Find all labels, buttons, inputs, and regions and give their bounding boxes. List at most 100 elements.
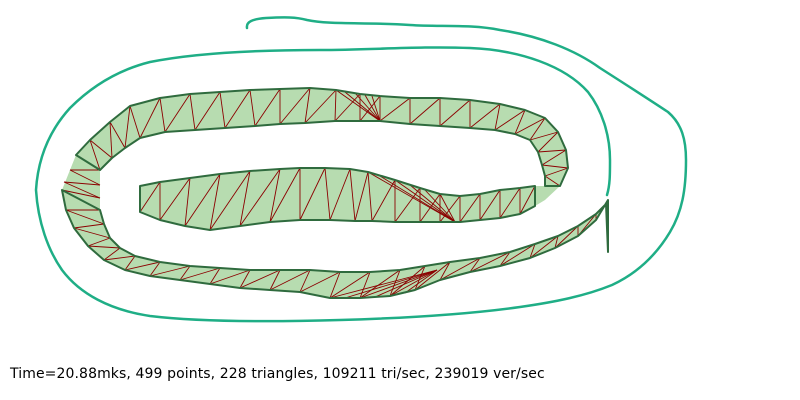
triangle-edge	[149, 261, 161, 277]
triangle-edge	[209, 173, 221, 231]
triangle-edge	[359, 95, 381, 122]
triangle-edge	[459, 193, 481, 223]
triangle-edge	[409, 97, 441, 125]
triangle-edge	[494, 103, 501, 131]
triangle-edge	[394, 179, 456, 223]
triangle-edge	[354, 171, 369, 222]
triangle-edge	[209, 267, 221, 285]
triangle-edge	[219, 91, 226, 129]
triangle-edge	[299, 167, 326, 221]
triangle-edge	[414, 265, 426, 291]
triangle-edge	[254, 88, 281, 127]
triangle-edge	[139, 181, 161, 213]
triangle-edge	[541, 149, 567, 166]
triangle-edge	[469, 251, 511, 273]
triangle-edge	[184, 173, 221, 227]
polygon-border-upper	[75, 87, 569, 187]
status-line: Time=20.88mks, 499 points, 228 triangles…	[10, 366, 545, 382]
triangle-edge	[439, 257, 481, 281]
triangle-edge	[304, 87, 311, 124]
triangulation-canvas	[34, 16, 688, 323]
triangle-edge	[103, 255, 136, 261]
triangle-edge	[61, 189, 101, 199]
triangle-edge	[379, 175, 456, 223]
triangle-edge	[344, 91, 381, 122]
triangle-edge	[469, 257, 481, 273]
triangle-edge	[409, 184, 456, 223]
freehand-outline-curve	[34, 16, 688, 323]
triangle-edge	[371, 179, 396, 222]
triangle-edge	[129, 105, 141, 139]
triangle-edge	[414, 261, 451, 291]
triangle-edge	[269, 167, 301, 223]
triangle-edge	[159, 177, 191, 221]
triangle-edge	[479, 189, 501, 221]
triangle-edge	[529, 243, 536, 259]
triangle-edge	[249, 89, 256, 127]
triangle-edge	[344, 269, 438, 299]
triangle-edge	[324, 167, 331, 221]
triangle-edge	[124, 105, 131, 149]
triangle-edge	[537, 131, 559, 153]
triangle-edge	[374, 269, 438, 298]
triangle-fan-middle	[367, 171, 456, 223]
triangle-edge	[554, 235, 559, 249]
triangle-edge	[499, 187, 521, 219]
triangle-edge	[89, 139, 113, 159]
triangle-edge	[89, 139, 101, 171]
triangle-edge	[139, 97, 161, 139]
triangle-edge	[63, 181, 101, 186]
triangle-edge	[164, 93, 191, 133]
triangle-edge	[239, 269, 281, 289]
triangle-edge	[299, 271, 341, 293]
triangle-edge	[519, 185, 536, 215]
triangle-edge	[367, 171, 373, 222]
triangle-edge	[329, 269, 438, 299]
triangle-edge	[529, 131, 559, 141]
triangle-edge	[63, 181, 101, 199]
triangle-edge	[334, 89, 337, 122]
polygon-fill-upper	[76, 88, 568, 186]
triangle-edge	[189, 93, 196, 131]
triangle-edge	[469, 103, 501, 129]
triangle-edge	[269, 269, 281, 291]
triangle-edge	[439, 195, 461, 223]
triangle-edge	[329, 271, 341, 299]
triangle-edge	[159, 97, 166, 133]
triangle-edge	[73, 223, 105, 229]
triangle-edge	[379, 97, 411, 122]
triangle-edge	[404, 269, 438, 294]
triangle-edge	[389, 269, 438, 297]
triangle-edge	[439, 261, 451, 281]
triangle-edge	[329, 271, 371, 299]
triangle-edge	[209, 170, 251, 231]
triangle-edge	[354, 92, 381, 122]
triangle-edge	[367, 171, 456, 223]
polygon-fill-middle	[140, 168, 535, 230]
triangle-edge	[109, 121, 126, 149]
triangle-edge	[371, 95, 381, 122]
triangle-edge	[499, 243, 536, 267]
triangle-edge	[304, 89, 337, 124]
triangle-edge	[269, 269, 311, 291]
triangle-edge	[65, 209, 105, 225]
triangle-edge	[179, 265, 191, 281]
triangle-edge	[109, 121, 113, 159]
triangle-edge	[494, 109, 526, 131]
triangle-edge	[359, 269, 438, 299]
triangle-edge	[124, 255, 136, 271]
triangle-edge	[103, 247, 121, 261]
triangle-edge	[239, 269, 251, 289]
triangle-edge	[364, 94, 381, 122]
triangle-edge	[537, 149, 567, 153]
triangle-edge	[184, 177, 191, 227]
triangle-edge	[514, 109, 526, 135]
triangle-edge	[439, 193, 456, 223]
triangle-edge	[224, 89, 251, 129]
triangle-edge	[541, 164, 569, 169]
triangle-edge	[149, 265, 191, 277]
triangle-edge	[334, 93, 361, 122]
triangle-edge	[194, 91, 221, 131]
triangle-edge	[554, 225, 579, 249]
triangle-edge	[439, 99, 471, 127]
